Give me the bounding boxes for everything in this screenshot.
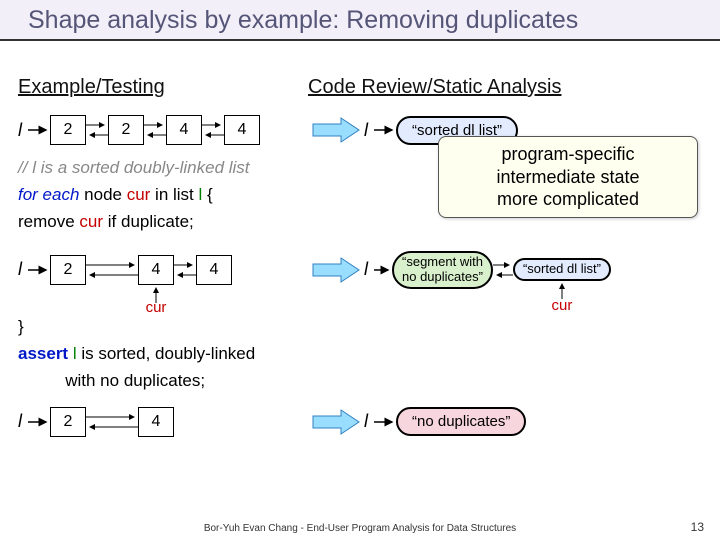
l-var: l xyxy=(18,411,22,432)
abstract-2: l “segment with no duplicates” “sorted d… xyxy=(364,251,702,289)
cur-label: cur xyxy=(146,299,167,316)
node-list: 2 4 xyxy=(50,407,174,437)
callout-line: more complicated xyxy=(449,188,687,211)
dbl-link-icon xyxy=(493,255,513,285)
list-node: 2 xyxy=(50,255,86,285)
list-node: 4 xyxy=(138,407,174,437)
big-arrow xyxy=(308,116,364,144)
subhead-static: Code Review/Static Analysis xyxy=(308,76,702,99)
concrete-list-1: l 2 2 4 4 xyxy=(18,115,308,145)
dbl-link-icon xyxy=(174,255,196,285)
abstract-blob: “sorted dl list” xyxy=(513,258,611,281)
l-var: l xyxy=(364,411,368,432)
dbl-link-icon xyxy=(86,255,138,285)
arrow-icon xyxy=(28,416,50,428)
arrow-icon xyxy=(28,124,50,136)
code-assert-2: with no duplicates; xyxy=(18,370,702,393)
dbl-link-icon xyxy=(86,115,108,145)
subheadings: Example/Testing Code Review/Static Analy… xyxy=(18,76,702,99)
node-list: 2 4 cur 4 xyxy=(50,255,232,285)
cur-label: cur xyxy=(552,297,573,314)
concrete-list-3: l 2 4 xyxy=(18,407,308,437)
abstract-blob-nodup: “no duplicates” xyxy=(396,407,526,436)
dbl-link-icon xyxy=(86,407,138,437)
slide: Shape analysis by example: Removing dupl… xyxy=(0,0,720,540)
code-assert: assert l is sorted, doubly-linked xyxy=(18,343,702,366)
big-arrow xyxy=(308,256,364,284)
l-var: l xyxy=(18,259,22,280)
concrete-list-2: l 2 4 cur 4 xyxy=(18,255,308,285)
slide-title: Shape analysis by example: Removing dupl… xyxy=(28,6,700,35)
list-node: 2 xyxy=(50,407,86,437)
list-node: 4 xyxy=(224,115,260,145)
list-node: 4 xyxy=(166,115,202,145)
subhead-example: Example/Testing xyxy=(18,76,308,99)
callout-line: program-specific xyxy=(449,143,687,166)
list-node: 2 xyxy=(108,115,144,145)
abstract-blob-segment: “segment with no duplicates” xyxy=(392,251,493,289)
callout-box: program-specific intermediate state more… xyxy=(438,136,698,218)
page-number: 13 xyxy=(691,520,704,534)
l-var: l xyxy=(18,120,22,141)
dbl-link-icon xyxy=(144,115,166,145)
dbl-link-icon xyxy=(202,115,224,145)
diagram-row-2: l 2 4 cur 4 l xyxy=(18,238,702,302)
title-area: Shape analysis by example: Removing dupl… xyxy=(0,0,720,41)
arrow-icon xyxy=(374,124,396,136)
list-node: 2 xyxy=(50,115,86,145)
l-var: l xyxy=(364,259,368,280)
l-var: l xyxy=(364,120,368,141)
arrow-icon xyxy=(374,264,392,276)
list-node: 4 xyxy=(138,255,174,285)
callout-line: intermediate state xyxy=(449,166,687,189)
list-node: 4 xyxy=(196,255,232,285)
arrow-icon xyxy=(374,416,396,428)
abstract-3: l “no duplicates” xyxy=(364,407,702,436)
big-arrow xyxy=(308,408,364,436)
arrow-icon xyxy=(28,264,50,276)
code-closebrace: } xyxy=(18,316,702,339)
diagram-row-3: l 2 4 l “no duplicates” xyxy=(18,397,702,447)
content-area: Example/Testing Code Review/Static Analy… xyxy=(18,76,702,447)
node-list: 2 2 4 4 xyxy=(50,115,260,145)
footer-text: Bor-Yuh Evan Chang - End-User Program An… xyxy=(0,523,720,534)
